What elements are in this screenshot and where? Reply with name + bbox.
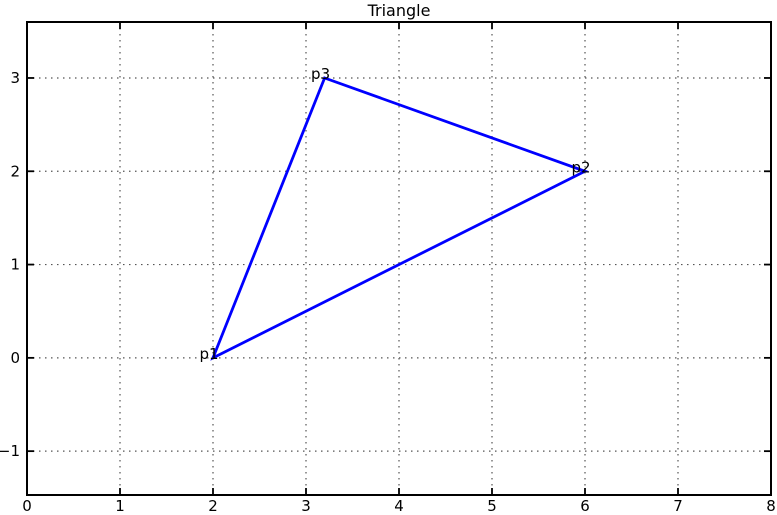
chart-title: Triangle <box>367 1 431 20</box>
tick-layer: 0 1 2 3 4 5 6 7 8 −1 0 1 2 3 <box>0 22 776 515</box>
y-tick-label: 2 <box>10 162 20 180</box>
y-tick-label: 1 <box>10 256 20 274</box>
x-tick-label: 3 <box>301 497 311 515</box>
vertex-label-p3: p3 <box>311 65 330 83</box>
x-tick-label: 4 <box>394 497 404 515</box>
x-tick-label: 7 <box>673 497 683 515</box>
x-tick-label: 6 <box>580 497 590 515</box>
vertex-label-p2: p2 <box>571 158 590 176</box>
x-tick-label: 8 <box>766 497 776 515</box>
grid-layer <box>26 22 772 495</box>
x-tick-label: 2 <box>208 497 218 515</box>
vertex-label-p1: p1 <box>199 345 218 363</box>
x-tick-label: 5 <box>487 497 497 515</box>
x-tick-label: 1 <box>115 497 125 515</box>
y-tick-label: 0 <box>10 349 20 367</box>
y-tick-label: −1 <box>0 442 20 460</box>
x-tick-label: 0 <box>22 497 32 515</box>
label-layer: p1 p2 p3 <box>199 65 590 363</box>
series-layer <box>210 76 589 361</box>
triangle-line <box>210 76 589 361</box>
y-tick-label: 3 <box>10 69 20 87</box>
plot-border <box>26 21 772 496</box>
